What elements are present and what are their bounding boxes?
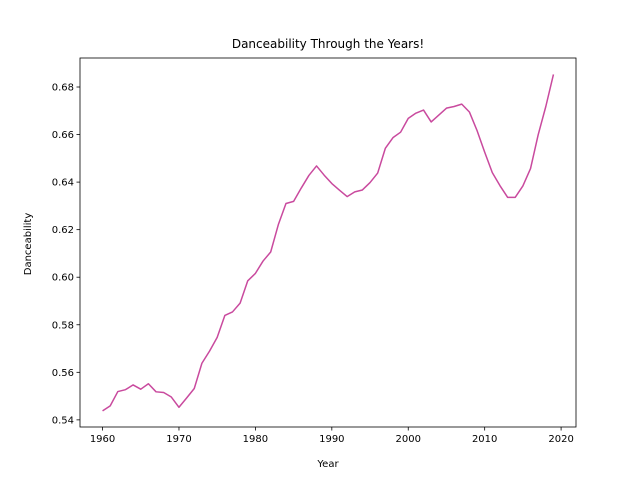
y-tick-label: 0.58 [52, 320, 74, 331]
y-axis-label: Danceability [23, 213, 34, 276]
x-tick-label: 1960 [90, 434, 115, 445]
y-tick-label: 0.60 [52, 273, 74, 284]
y-tick-label: 0.66 [52, 130, 74, 141]
x-tick-label: 1980 [243, 434, 268, 445]
y-tick-label: 0.68 [52, 83, 74, 94]
y-tick-label: 0.62 [52, 225, 74, 236]
axes-frame [79, 57, 577, 428]
chart-title: Danceability Through the Years! [232, 37, 424, 51]
y-tick-label: 0.56 [52, 368, 74, 379]
x-tick-label: 2010 [472, 434, 497, 445]
x-tick-label: 1990 [319, 434, 344, 445]
x-tick-label: 2020 [548, 434, 573, 445]
x-tick-label: 1970 [166, 434, 191, 445]
y-tick-label: 0.64 [52, 178, 74, 189]
plot-area: 1960 1970 1980 1990 2000 2010 2020 0.54 0.56 0.58… [52, 57, 577, 445]
y-tick-label: 0.54 [52, 415, 74, 426]
series-line [102, 74, 555, 412]
x-axis-label: Year [316, 459, 339, 470]
x-tick-label: 2000 [396, 434, 421, 445]
